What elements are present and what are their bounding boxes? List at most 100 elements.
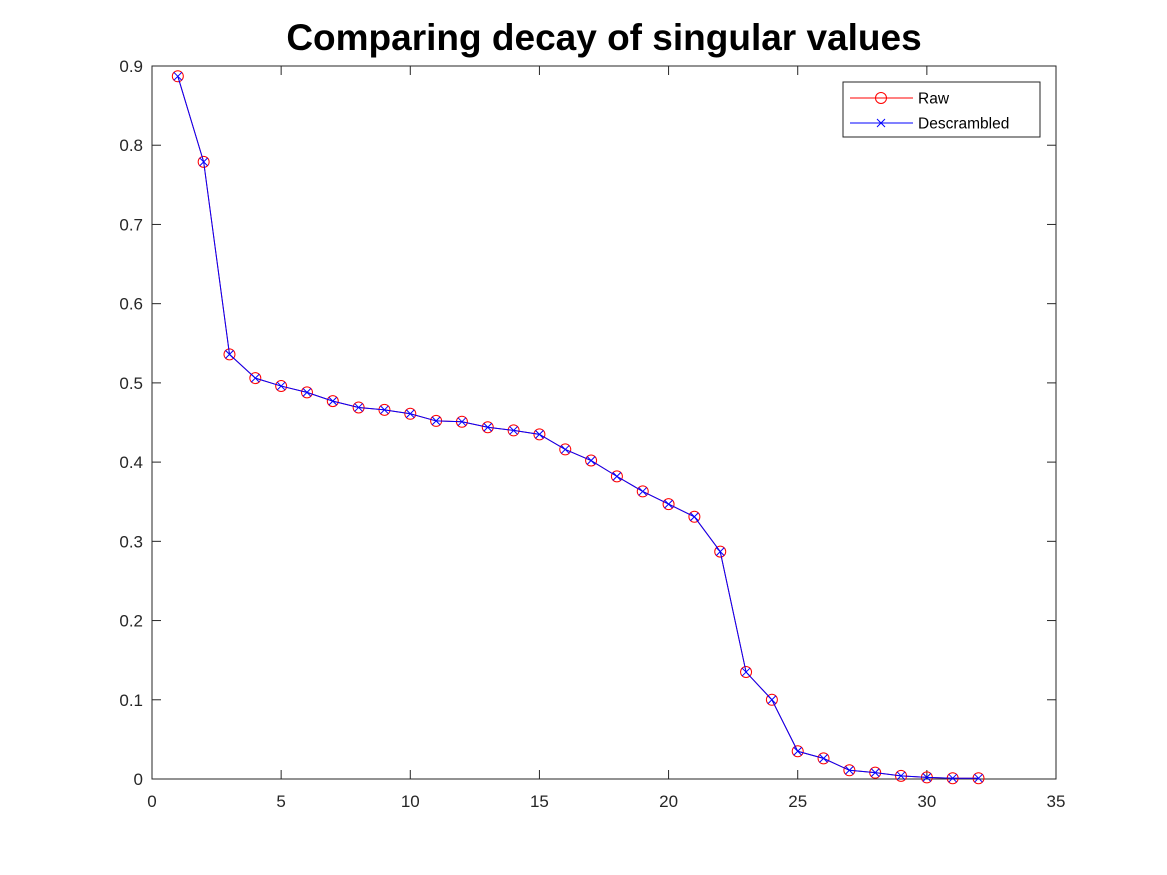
data-point-raw <box>300 386 313 399</box>
x-marker-stroke <box>741 667 751 677</box>
x-marker-stroke <box>690 512 699 522</box>
data-point-descrambled <box>870 768 880 778</box>
data-point-raw <box>610 470 623 483</box>
x-marker-stroke <box>535 430 544 439</box>
data-point-raw <box>636 485 649 498</box>
x-tick-label: 20 <box>659 792 678 811</box>
x-marker-stroke <box>457 417 467 427</box>
data-point-raw <box>378 403 391 416</box>
data-point-descrambled <box>819 754 828 763</box>
x-marker-stroke <box>225 350 234 359</box>
data-point-raw <box>352 401 365 414</box>
legend-item-descrambled: Descrambled <box>850 116 1009 133</box>
x-marker-stroke <box>845 765 854 775</box>
x-marker-stroke <box>431 416 441 426</box>
x-tick-label: 5 <box>276 792 285 811</box>
data-point-descrambled <box>948 773 958 783</box>
data-point-descrambled <box>457 417 467 427</box>
x-marker-stroke <box>793 746 803 756</box>
x-marker-stroke <box>380 405 389 415</box>
data-point-raw <box>197 155 210 168</box>
data-point-descrambled <box>354 403 363 412</box>
x-tick-label: 15 <box>530 792 549 811</box>
plot-area-box <box>151 65 1057 780</box>
data-point-raw <box>714 545 727 558</box>
data-point-descrambled <box>586 456 596 465</box>
data-point-raw <box>662 498 675 511</box>
x-marker-stroke <box>328 396 338 406</box>
x-marker-stroke <box>974 773 983 783</box>
series-descrambled <box>173 71 983 783</box>
x-marker-stroke <box>767 695 777 705</box>
data-point-raw <box>843 764 856 777</box>
y-tick-label: 0.5 <box>119 374 143 393</box>
legend-label: Descrambled <box>918 116 1009 133</box>
data-point-raw <box>171 70 184 83</box>
x-marker-stroke <box>173 71 183 81</box>
data-point-descrambled <box>922 773 932 782</box>
x-marker-stroke <box>896 771 906 781</box>
data-point-descrambled <box>741 667 751 677</box>
data-point-descrambled <box>767 695 777 705</box>
y-tick-label: 0.7 <box>119 215 143 234</box>
data-point-raw <box>765 693 778 706</box>
x-marker-stroke <box>509 426 518 435</box>
series-line-descrambled <box>177 76 979 779</box>
x-marker-stroke <box>405 409 415 419</box>
data-point-descrambled <box>896 771 906 781</box>
data-point-raw <box>404 407 417 420</box>
data-point-descrambled <box>974 773 983 783</box>
x-marker-stroke <box>483 422 493 432</box>
x-marker-stroke <box>250 373 260 383</box>
data-point-raw <box>275 380 288 393</box>
data-point-raw <box>688 510 701 523</box>
data-point-descrambled <box>405 409 415 419</box>
legend: Raw Descrambled <box>842 81 1041 138</box>
x-marker-stroke <box>819 754 828 763</box>
data-point-raw <box>249 372 262 385</box>
data-point-raw <box>481 421 494 434</box>
x-marker-stroke <box>638 487 648 496</box>
y-tick-label: 0.3 <box>119 532 143 551</box>
data-point-descrambled <box>483 422 493 432</box>
plot-axes: 0 5 10 15 20 25 30 35 0 0.1 0.2 0.3 0.4 0.5 0.6 0.7 0.8 0… <box>119 57 1065 811</box>
data-point-descrambled <box>250 373 260 383</box>
y-tick-label: 0.4 <box>119 453 143 472</box>
y-tick-label: 0.2 <box>119 612 143 631</box>
x-marker-stroke <box>302 388 312 397</box>
data-point-descrambled <box>664 499 673 509</box>
data-point-descrambled <box>845 765 854 775</box>
y-tick-label: 0.6 <box>119 295 143 314</box>
data-point-raw <box>740 666 753 679</box>
data-point-descrambled <box>173 71 183 81</box>
x-marker-stroke <box>560 445 570 454</box>
x-tick-label: 35 <box>1047 792 1066 811</box>
y-tick-label: 0 <box>134 770 143 789</box>
data-point-raw <box>817 752 830 765</box>
data-point-descrambled <box>638 487 648 496</box>
x-marker-stroke <box>870 768 880 778</box>
y-tick-label: 0.8 <box>119 136 143 155</box>
data-point-descrambled <box>302 388 312 397</box>
data-point-descrambled <box>612 472 622 481</box>
legend-label: Raw <box>918 91 950 108</box>
x-marker-stroke <box>948 773 958 783</box>
y-tick-label: 0.9 <box>119 57 143 76</box>
legend-marker-x <box>876 118 886 128</box>
data-point-descrambled <box>560 445 570 454</box>
data-point-descrambled <box>535 430 544 439</box>
x-marker-stroke <box>664 499 673 509</box>
data-point-raw <box>223 348 236 361</box>
data-point-descrambled <box>793 746 803 756</box>
data-point-descrambled <box>276 381 286 391</box>
x-marker-stroke <box>199 157 209 167</box>
data-point-raw <box>533 428 546 441</box>
legend-marker-circle <box>875 92 887 104</box>
data-point-descrambled <box>509 426 518 435</box>
x-marker-stroke <box>586 456 596 465</box>
data-point-raw <box>559 443 572 456</box>
y-tick-label: 0.1 <box>119 691 143 710</box>
data-point-descrambled <box>328 396 338 406</box>
data-point-raw <box>791 745 804 758</box>
